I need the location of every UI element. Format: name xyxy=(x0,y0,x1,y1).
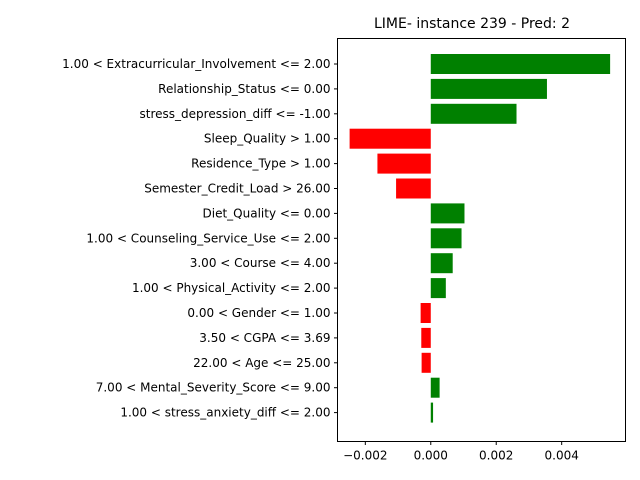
bar xyxy=(421,327,431,348)
y-tick-label: 7.00 < Mental_Severity_Score <= 9.00 xyxy=(96,381,331,395)
y-tick-label: stress_depression_diff <= -1.00 xyxy=(140,107,331,121)
bar xyxy=(430,103,517,124)
y-tick-label: Semester_Credit_Load > 26.00 xyxy=(144,182,330,196)
y-tick-label: 1.00 < Counseling_Service_Use <= 2.00 xyxy=(86,231,330,245)
bar xyxy=(430,228,462,249)
bar xyxy=(430,54,611,74)
y-tick-label: 1.00 < stress_anxiety_diff <= 2.00 xyxy=(120,406,330,420)
y-tick-label: 0.00 < Gender <= 1.00 xyxy=(187,306,330,320)
bar xyxy=(430,78,547,99)
y-tick-label: 3.00 < Course <= 4.00 xyxy=(190,256,331,270)
x-tick-label: 0.004 xyxy=(545,449,579,463)
y-tick-label: 1.00 < Extracurricular_Involvement <= 2.… xyxy=(62,57,330,71)
y-tick-label: Diet_Quality <= 0.00 xyxy=(203,206,331,220)
bar xyxy=(421,352,431,373)
bar xyxy=(430,377,440,398)
y-tick-label: Relationship_Status <= 0.00 xyxy=(158,82,330,96)
bar xyxy=(396,178,431,199)
y-tick-label: 3.50 < CGPA <= 3.69 xyxy=(199,331,330,345)
bar xyxy=(420,303,431,323)
y-axis: 1.00 < Extracurricular_Involvement <= 2.… xyxy=(62,57,338,420)
chart-title: LIME- instance 239 - Pred: 2 xyxy=(374,16,570,32)
y-tick-label: 1.00 < Physical_Activity <= 2.00 xyxy=(132,281,331,295)
bar xyxy=(430,278,446,299)
x-axis: −0.002 0.000 0.002 0.004 xyxy=(343,441,579,463)
x-tick-label: −0.002 xyxy=(343,449,387,463)
bar xyxy=(377,153,431,174)
bars-layer xyxy=(349,54,611,423)
bar xyxy=(349,128,431,149)
y-tick-label: Sleep_Quality > 1.00 xyxy=(204,132,331,146)
bar xyxy=(430,203,465,224)
bar xyxy=(430,253,453,274)
x-tick-label: 0.002 xyxy=(479,449,513,463)
y-tick-label: 22.00 < Age <= 25.00 xyxy=(193,356,330,370)
plot-frame xyxy=(337,38,626,442)
x-tick-label: 0.000 xyxy=(414,449,448,463)
bar xyxy=(430,402,434,423)
y-tick-label: Residence_Type > 1.00 xyxy=(191,157,330,171)
